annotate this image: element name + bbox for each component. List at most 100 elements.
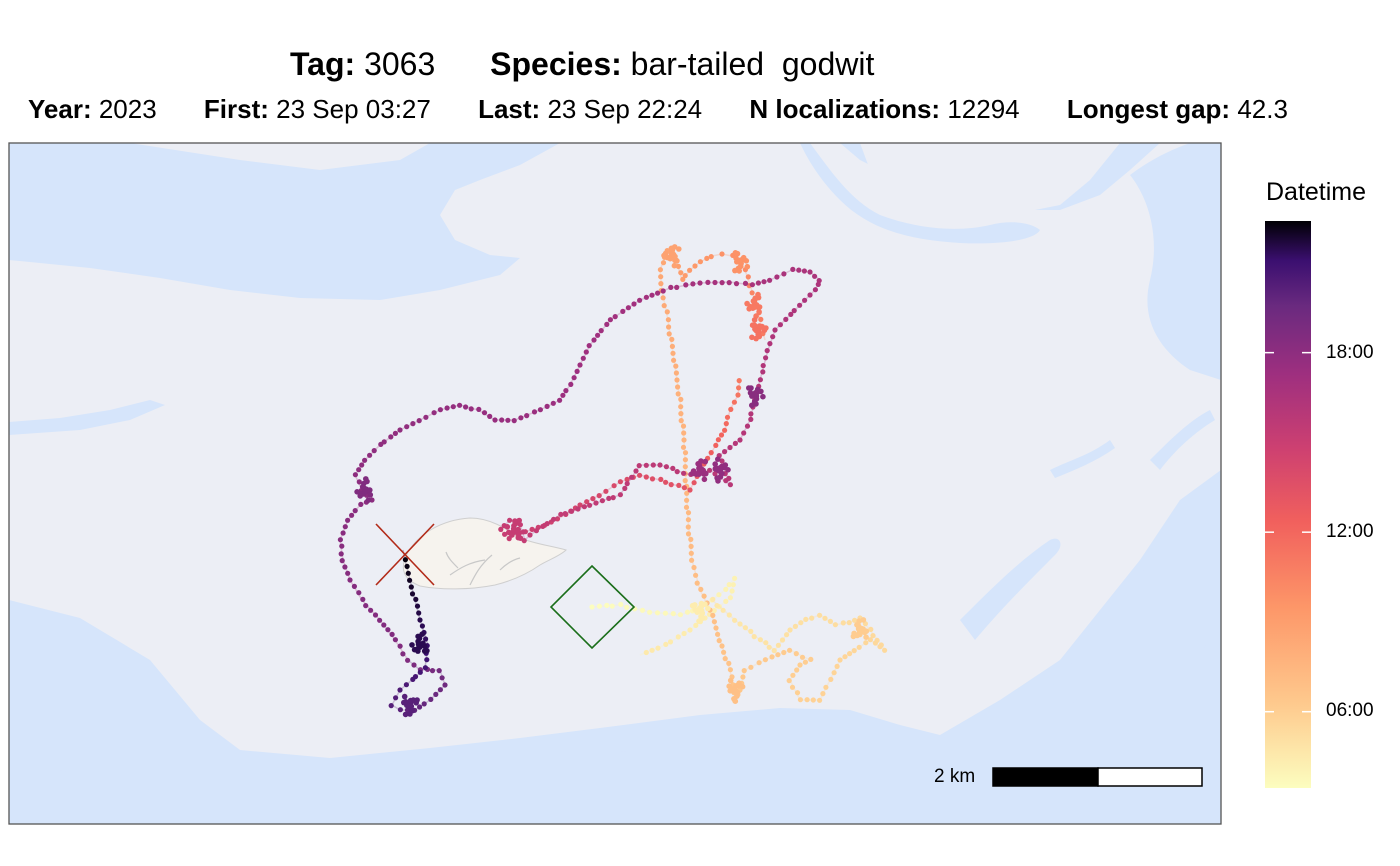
track-point	[684, 490, 690, 496]
track-point	[678, 411, 684, 417]
legend-ticks	[1265, 351, 1311, 713]
track-point	[590, 496, 596, 502]
track-point	[416, 610, 422, 616]
track-point	[577, 502, 583, 508]
track-point	[671, 357, 677, 363]
track-point	[401, 699, 407, 706]
track-point	[705, 605, 711, 612]
track-point	[367, 492, 374, 498]
track-point	[810, 697, 816, 703]
track-point	[682, 478, 688, 484]
track-point	[665, 317, 672, 323]
track-point	[736, 680, 742, 686]
track-point	[816, 278, 822, 284]
track-point	[832, 622, 839, 628]
track-point	[734, 689, 741, 696]
track-point	[675, 391, 681, 397]
track-point	[598, 328, 604, 334]
track-point	[733, 281, 740, 287]
title-line-stats: Year: 2023 First: 23 Sep 03:27 Last: 23 …	[28, 94, 1328, 125]
track-point	[660, 260, 667, 266]
track-point	[857, 631, 863, 638]
track-point	[533, 528, 540, 534]
track-point	[698, 607, 705, 614]
track-point	[412, 674, 419, 680]
track-point	[422, 665, 428, 671]
legend-tick-label: 18:00	[1326, 342, 1374, 363]
track-point	[769, 654, 775, 660]
track-point	[650, 462, 656, 468]
track-point	[424, 657, 430, 663]
track-point	[691, 564, 697, 571]
track-point	[359, 484, 366, 490]
track-point	[716, 638, 722, 644]
track-point	[663, 641, 669, 648]
track-point	[712, 466, 719, 472]
track-point	[675, 384, 681, 390]
track-point	[629, 474, 635, 480]
track-point	[712, 471, 718, 477]
scale-bar	[992, 767, 1203, 787]
track-point	[681, 430, 687, 436]
track-point	[755, 291, 761, 298]
track-point	[772, 327, 778, 333]
track-point	[429, 668, 436, 674]
tag-field: Tag: 3063	[290, 46, 436, 82]
track-point	[681, 437, 687, 443]
track-point	[356, 467, 362, 473]
track-point	[437, 407, 443, 413]
track-point	[708, 450, 714, 456]
track-point	[882, 647, 888, 653]
track-point	[415, 648, 421, 654]
track-point	[362, 489, 368, 496]
track-point	[518, 415, 524, 421]
track-point	[345, 517, 351, 523]
track-point	[694, 580, 700, 586]
track-point	[666, 324, 672, 330]
track-point	[444, 405, 450, 411]
track-point	[624, 476, 630, 482]
track-point	[696, 618, 702, 624]
track-point	[622, 485, 628, 491]
track-point	[685, 531, 692, 537]
track-point	[524, 413, 530, 419]
track-point	[544, 403, 550, 409]
track-point	[751, 304, 758, 311]
track-point	[407, 697, 414, 704]
track-point	[749, 402, 755, 409]
track-point	[742, 625, 749, 631]
track-point	[674, 469, 680, 475]
track-point	[367, 487, 373, 493]
track-point	[732, 575, 738, 581]
track-point	[723, 421, 729, 427]
track-point	[682, 464, 688, 470]
track-layer	[337, 244, 888, 718]
track-point	[696, 471, 702, 478]
track-point	[748, 664, 754, 670]
year-field: Year: 2023	[28, 94, 157, 124]
track-point	[775, 652, 781, 658]
track-point	[617, 492, 624, 498]
track-point	[763, 355, 769, 361]
track-point	[797, 662, 803, 668]
track-point	[367, 452, 373, 458]
track-point	[658, 476, 664, 482]
track-point	[858, 625, 864, 632]
track-point	[437, 687, 443, 693]
track-point	[450, 404, 456, 410]
track-point	[415, 641, 422, 647]
track-point	[487, 413, 493, 419]
track-point	[741, 430, 747, 436]
track-point	[647, 609, 653, 615]
track-point	[736, 385, 742, 391]
legend-tick-label: 06:00	[1326, 700, 1374, 721]
coastal-strip	[860, 143, 1120, 215]
track-point	[801, 268, 808, 274]
track-point	[817, 697, 823, 703]
track-point	[662, 610, 669, 616]
track-point	[812, 287, 819, 293]
track-point	[807, 292, 813, 298]
track-point	[654, 610, 661, 616]
track-point	[403, 682, 409, 688]
track-point	[352, 508, 358, 514]
